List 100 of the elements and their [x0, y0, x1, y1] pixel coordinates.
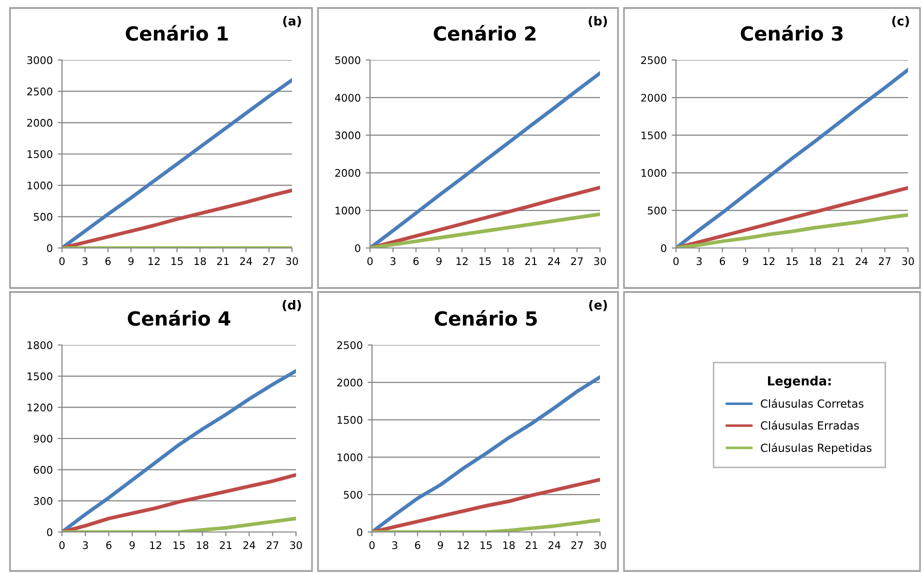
y-tick-label: 500 [34, 212, 52, 221]
x-tick-label: 0 [369, 541, 375, 550]
x-tick-label: 24 [548, 541, 560, 549]
legend-label: Cláusulas Erradas [760, 420, 859, 430]
y-tick-label: 2000 [335, 169, 360, 177]
x-tick-label: 30 [902, 257, 914, 266]
x-tick-label: 15 [174, 541, 185, 550]
x-tick-label: 27 [571, 257, 583, 265]
x-tick-label: 21 [525, 257, 537, 265]
chart-title: Cenário 1 [126, 25, 228, 41]
x-tick-label: 12 [148, 257, 160, 265]
x-tick-label: 12 [458, 541, 469, 549]
legend-title: Legenda: [768, 376, 831, 388]
x-tick-label: 24 [856, 257, 868, 265]
y-tick-label: 1000 [336, 206, 360, 215]
chart-title: Cenário 3 [740, 25, 843, 41]
y-tick-label: 2500 [641, 56, 666, 64]
y-tick-label: 900 [34, 434, 52, 443]
x-tick-label: 21 [526, 541, 538, 549]
x-tick-label: 15 [172, 257, 183, 266]
x-tick-label: 0 [59, 257, 65, 266]
y-tick-label: 2000 [337, 378, 362, 387]
x-tick-label: 0 [59, 541, 65, 550]
legend-label: Cláusulas Corretas [760, 398, 864, 408]
x-tick-label: 9 [130, 541, 135, 550]
x-tick-label: 3 [390, 257, 396, 266]
x-tick-label: 18 [502, 257, 514, 266]
x-tick-label: 27 [571, 541, 583, 549]
x-tick-label: 3 [392, 541, 398, 550]
x-tick-label: 12 [150, 541, 162, 549]
y-tick-label: 1200 [28, 404, 52, 412]
y-tick-label: 2000 [27, 118, 52, 127]
y-tick-label: 500 [344, 490, 362, 499]
x-tick-label: 3 [82, 541, 88, 550]
y-tick-label: 3000 [27, 56, 52, 64]
text: (e) [589, 300, 607, 312]
y-tick-label: 0 [47, 528, 52, 536]
y-tick-label: 1500 [28, 150, 52, 158]
x-tick-label: 18 [194, 257, 206, 266]
x-tick-label: 9 [438, 541, 443, 550]
y-tick-label: 2500 [27, 88, 52, 96]
y-tick-label: 1500 [338, 416, 362, 424]
x-tick-label: 24 [548, 257, 560, 265]
x-tick-label: 18 [503, 541, 515, 550]
x-tick-label: 18 [196, 541, 208, 550]
text: (a) [283, 16, 301, 28]
chart-title: Cenário 5 [434, 310, 537, 326]
x-tick-label: 24 [240, 257, 252, 265]
y-tick-label: 0 [357, 528, 362, 536]
x-tick-label: 15 [786, 257, 798, 266]
x-tick-label: 21 [832, 257, 844, 265]
x-tick-label: 6 [105, 257, 111, 266]
x-tick-label: 0 [673, 257, 679, 266]
y-tick-label: 0 [47, 244, 52, 252]
y-tick-label: 2500 [337, 341, 362, 350]
x-tick-label: 6 [413, 257, 419, 266]
y-tick-label: 300 [34, 497, 52, 505]
x-tick-label: 27 [878, 257, 891, 265]
y-tick-label: 0 [661, 244, 666, 252]
x-tick-label: 30 [290, 541, 302, 550]
x-tick-label: 9 [128, 257, 134, 266]
x-tick-label: 0 [367, 257, 373, 266]
x-tick-label: 6 [415, 541, 420, 550]
x-tick-label: 12 [456, 257, 468, 265]
y-tick-label: 600 [34, 466, 52, 474]
text: (d) [282, 300, 301, 312]
x-tick-label: 15 [480, 541, 492, 550]
y-tick-label: 1000 [642, 169, 666, 177]
chart-title: Cenário 4 [128, 310, 230, 326]
y-tick-label: 1000 [338, 453, 362, 462]
y-tick-label: 3000 [335, 131, 360, 140]
text: (b) [588, 16, 607, 28]
legend-label: Cláusulas Repetidas [760, 442, 872, 454]
y-tick-label: 1500 [28, 372, 52, 380]
text: (c) [892, 16, 909, 28]
y-tick-label: 0 [355, 244, 360, 252]
y-tick-label: 1500 [642, 131, 666, 140]
x-tick-label: 15 [480, 257, 491, 266]
x-tick-label: 9 [436, 257, 442, 266]
y-tick-label: 1000 [28, 182, 52, 190]
y-tick-label: 2000 [641, 94, 666, 102]
x-tick-label: 3 [696, 257, 702, 266]
x-tick-label: 27 [263, 257, 275, 265]
x-tick-label: 6 [106, 541, 112, 550]
x-tick-label: 27 [266, 541, 278, 549]
chart-title: Cenário 2 [434, 25, 536, 41]
x-tick-label: 24 [243, 541, 256, 549]
x-tick-label: 30 [594, 257, 606, 266]
x-tick-label: 30 [286, 257, 298, 266]
x-tick-label: 3 [82, 257, 88, 266]
y-tick-label: 500 [648, 206, 666, 215]
y-tick-label: 4000 [334, 94, 360, 102]
y-tick-label: 1800 [28, 341, 52, 350]
x-tick-label: 18 [810, 257, 822, 266]
x-tick-label: 12 [763, 257, 774, 265]
x-tick-label: 9 [742, 257, 748, 266]
y-tick-label: 5000 [335, 56, 360, 64]
x-tick-label: 21 [217, 257, 229, 265]
x-tick-label: 30 [594, 541, 606, 550]
x-tick-label: 21 [220, 541, 232, 549]
